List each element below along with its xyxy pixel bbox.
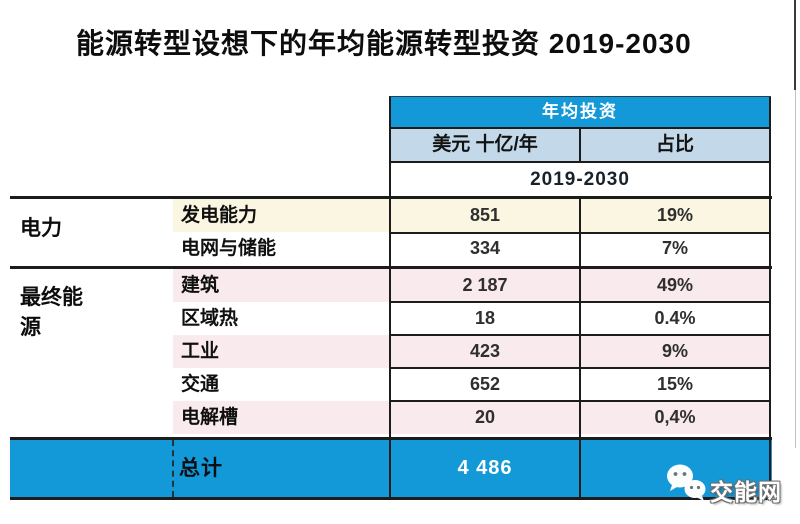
table-row: 工业 423 9% bbox=[173, 335, 770, 368]
row-value-cell: 2 187 bbox=[462, 275, 508, 295]
grid-line-horizontal-thick bbox=[10, 196, 772, 199]
row-label-cell: 电解槽 bbox=[181, 407, 239, 428]
grid-line-vertical bbox=[769, 96, 771, 500]
group-label-final-energy: 最终能源 bbox=[20, 286, 83, 339]
row-value-cell: 20 bbox=[474, 407, 496, 427]
grid-line-horizontal-thick bbox=[10, 437, 772, 440]
grid-line-vertical bbox=[579, 199, 581, 500]
row-label-cell: 建筑 bbox=[181, 275, 220, 296]
group-label-power: 电力 bbox=[20, 217, 62, 240]
row-label-cell: 交通 bbox=[181, 374, 220, 395]
grid-line-vertical bbox=[389, 96, 391, 500]
grid-line-horizontal bbox=[390, 96, 771, 97]
grid-line-horizontal bbox=[390, 400, 771, 402]
total-value: 4 486 bbox=[457, 457, 513, 479]
row-value-cell: 334 bbox=[469, 238, 501, 258]
grid-line-horizontal-thick bbox=[10, 266, 772, 269]
grid-line-horizontal bbox=[390, 127, 771, 129]
row-share-cell: 15% bbox=[656, 374, 694, 394]
row-share-cell: 7% bbox=[661, 238, 688, 258]
column-header-unit: 美元 十亿/年 bbox=[432, 134, 538, 155]
wechat-icon bbox=[667, 464, 706, 501]
grid-line-horizontal bbox=[390, 232, 771, 234]
total-label: 总计 bbox=[179, 457, 223, 480]
row-share-cell: 0.4% bbox=[654, 308, 696, 328]
table-spanner-header: 年均投资 bbox=[390, 97, 770, 127]
row-value-cell: 18 bbox=[474, 308, 496, 328]
table-row: 区域热 18 0.4% bbox=[173, 302, 770, 335]
row-share-cell: 9% bbox=[661, 341, 688, 361]
watermark: 交能网 bbox=[664, 462, 794, 512]
row-label-cell: 区域热 bbox=[181, 308, 239, 329]
table-row: 建筑 2 187 49% bbox=[173, 269, 770, 302]
row-label-cell: 电网与储能 bbox=[181, 238, 277, 259]
total-row: 总计 4 486 bbox=[10, 440, 772, 497]
row-share-cell: 0,4% bbox=[654, 407, 696, 427]
grid-line-horizontal bbox=[390, 301, 771, 303]
row-value-cell: 652 bbox=[469, 374, 501, 394]
row-share-cell: 49% bbox=[656, 275, 694, 295]
total-row-dashed-divider bbox=[172, 440, 174, 497]
page-title: 能源转型设想下的年均能源转型投资 2019-2030 bbox=[76, 28, 692, 59]
table-row: 电网与储能 334 7% bbox=[173, 232, 770, 265]
column-header-share: 占比 bbox=[655, 134, 694, 155]
image-edge-line bbox=[794, 0, 796, 90]
grid-line-horizontal bbox=[390, 334, 771, 336]
grid-line-horizontal bbox=[390, 367, 771, 369]
table-row: 电解槽 20 0,4% bbox=[173, 401, 770, 434]
row-value-cell: 851 bbox=[469, 205, 501, 225]
watermark-text: 交能网 bbox=[710, 479, 782, 505]
period-cell: 2019-2030 bbox=[390, 163, 770, 196]
row-label-cell: 发电能力 bbox=[181, 205, 258, 226]
row-share-cell: 19% bbox=[656, 205, 694, 225]
table-row: 发电能力 851 19% bbox=[173, 199, 770, 232]
grid-line-horizontal bbox=[390, 161, 771, 163]
grid-line-horizontal-thick bbox=[10, 497, 772, 500]
grid-line-vertical bbox=[579, 129, 581, 163]
table-row: 交通 652 15% bbox=[173, 368, 770, 401]
row-value-cell: 423 bbox=[469, 341, 501, 361]
image-edge-line bbox=[795, 90, 796, 448]
row-label-cell: 工业 bbox=[181, 341, 220, 362]
